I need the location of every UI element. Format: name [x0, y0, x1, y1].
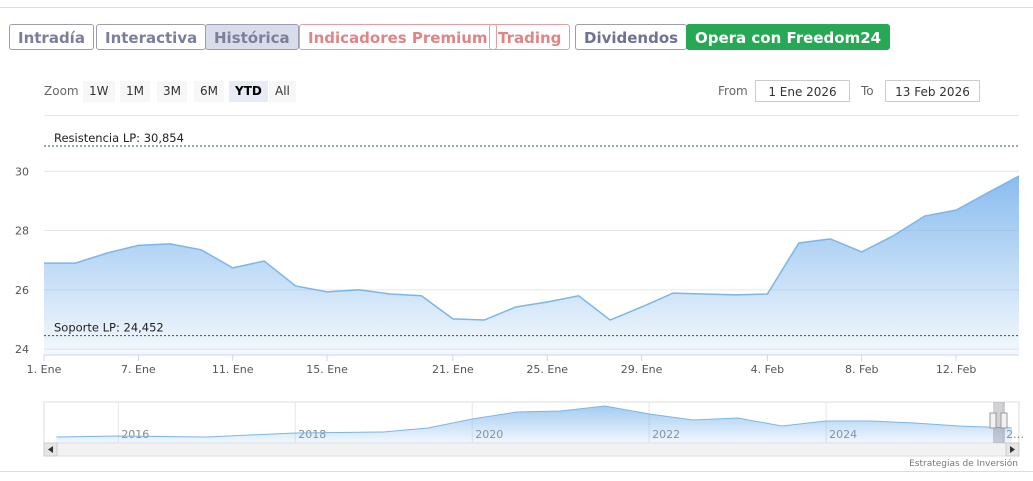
y-tick-label: 24	[15, 343, 29, 356]
y-tick-label: 26	[15, 284, 29, 297]
arrow-left	[48, 446, 53, 453]
arrow-right	[1010, 446, 1015, 453]
x-tick-label: 21. Ene	[432, 363, 474, 376]
cta-button[interactable]: Opera con Freedom24	[686, 24, 891, 50]
zoom-button[interactable]: 6M	[194, 81, 224, 102]
y-tick-label: 28	[15, 225, 29, 238]
tab[interactable]: Indicadores Premium	[299, 24, 497, 50]
zoom-label: Zoom	[44, 84, 79, 98]
to-label: To	[861, 84, 874, 98]
tab-active[interactable]: Histórica	[205, 24, 299, 50]
price-line	[44, 175, 1020, 321]
tab[interactable]: Interactiva	[96, 24, 207, 50]
x-tick-label: 12. Feb	[936, 363, 976, 376]
from-label: From	[718, 84, 748, 98]
x-tick-label: 11. Ene	[212, 363, 254, 376]
handle[interactable]	[1000, 412, 1008, 429]
credit: Estrategias de Inversión	[909, 458, 1018, 469]
x-tick-label: 7. Ene	[121, 363, 156, 376]
x-tick-label: 8. Feb	[845, 363, 878, 376]
area-fill	[56, 405, 1012, 443]
x-tick-label: 1. Ene	[27, 363, 62, 376]
zoom-button[interactable]: All	[269, 81, 296, 102]
area-fill	[44, 176, 1019, 355]
to-input[interactable]: 13 Feb 2026	[885, 80, 980, 102]
zoom-button-active[interactable]: YTD	[229, 81, 268, 102]
x-tick-label: 15. Ene	[306, 363, 348, 376]
reference-label: Soporte LP: 24,452	[54, 321, 164, 335]
from-input[interactable]: 1 Ene 2026	[755, 80, 850, 102]
zoom-button[interactable]: 3M	[157, 81, 187, 102]
y-tick-label: 30	[15, 165, 29, 178]
price-line	[56, 405, 1012, 438]
reference-label: Resistencia LP: 30,854	[54, 131, 184, 145]
zoom-button[interactable]: 1M	[120, 81, 150, 102]
tab[interactable]: Dividendos	[575, 24, 688, 50]
scrollbar[interactable]	[43, 442, 1020, 457]
x-tick-label: 4. Feb	[751, 363, 784, 376]
tab[interactable]: Trading	[489, 24, 571, 50]
x-tick-label: 25. Ene	[526, 363, 568, 376]
zoom-button[interactable]: 1W	[83, 81, 115, 102]
x-tick-label: 29. Ene	[621, 363, 663, 376]
navigator-window[interactable]	[993, 402, 1005, 443]
handle[interactable]	[989, 412, 997, 429]
tab[interactable]: Intradía	[9, 24, 94, 50]
